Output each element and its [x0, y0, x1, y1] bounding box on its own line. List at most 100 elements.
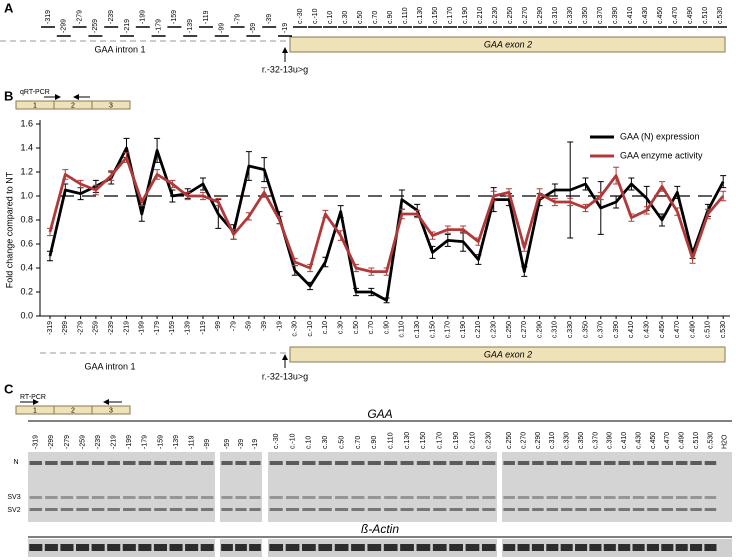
gel-band — [200, 461, 214, 465]
gel-band — [318, 461, 332, 465]
gel-band — [235, 461, 247, 465]
position-label: -259 — [92, 19, 99, 33]
gel-band — [618, 508, 630, 511]
gel-band — [302, 496, 316, 499]
x-tick-label: c.370 — [598, 321, 605, 338]
gel-band — [661, 544, 674, 551]
position-label: c.-30 — [297, 8, 304, 24]
lane-label: c.170 — [437, 432, 444, 449]
gel-band — [416, 544, 431, 551]
gel-band — [546, 496, 559, 499]
x-tick-label: -279 — [77, 321, 84, 335]
gel-band — [154, 496, 167, 499]
position-label: c.90 — [387, 11, 394, 24]
x-tick-label: c.470 — [674, 321, 681, 338]
lane-label: -259 — [79, 435, 86, 449]
exon-label: GAA exon 2 — [484, 349, 532, 359]
lane-label: H2O — [722, 434, 729, 449]
gel-band — [575, 544, 588, 551]
lane-label: c.510 — [693, 432, 700, 449]
lane-label: -59 — [224, 439, 231, 449]
gel-band — [503, 508, 515, 511]
position-label: c.270 — [522, 7, 529, 24]
x-tick-label: -19 — [276, 321, 283, 331]
x-tick-label: c.410 — [628, 321, 635, 338]
x-tick-label: c.510 — [705, 321, 712, 338]
position-label: -219 — [124, 19, 131, 33]
gel-band — [661, 496, 674, 499]
lane-label: c.250 — [506, 432, 513, 449]
gel-band — [221, 544, 233, 551]
lane-label: c.70 — [355, 436, 362, 449]
position-label: -319 — [45, 10, 52, 24]
lane-label: -219 — [111, 435, 118, 449]
gel-band — [575, 461, 587, 465]
position-label: c.510 — [702, 7, 709, 24]
gel-band — [235, 544, 247, 551]
gel-band — [91, 496, 105, 499]
gel-band — [29, 496, 43, 499]
gel-band — [285, 461, 300, 465]
gel-band — [45, 461, 58, 465]
gel-band — [367, 544, 382, 551]
gel-band — [661, 508, 674, 511]
x-tick-label: -179 — [154, 321, 161, 335]
position-label: c.30 — [342, 11, 349, 24]
position-label: c.530 — [717, 7, 724, 24]
x-tick-label: -199 — [139, 321, 146, 335]
y-tick-label: 0.4 — [20, 262, 33, 272]
gel-band — [546, 461, 559, 465]
lane-label: -239 — [95, 435, 102, 449]
gel-band — [532, 461, 544, 465]
x-tick-label: -239 — [108, 321, 115, 335]
gel-band — [465, 461, 480, 465]
gel-band — [138, 508, 152, 511]
legend-label: GAA enzyme activity — [620, 150, 703, 160]
lane-label: c.430 — [635, 432, 642, 449]
gel-band — [690, 508, 702, 511]
gel-band — [169, 508, 183, 511]
x-tick-label: c.330 — [567, 321, 574, 338]
lane-label: -19 — [252, 439, 259, 449]
gel-band — [532, 508, 544, 511]
lane-label: c.370 — [592, 432, 599, 449]
gel-band — [400, 461, 414, 465]
position-label: -79 — [234, 14, 241, 24]
gel-band — [45, 496, 58, 499]
x-tick-label: c.50 — [353, 321, 360, 334]
gel-band — [318, 496, 332, 499]
gel-band — [200, 544, 214, 551]
x-tick-label: c.390 — [613, 321, 620, 338]
lane-label: -279 — [64, 435, 71, 449]
x-tick-label: c.230 — [491, 321, 498, 338]
position-label: c.370 — [597, 7, 604, 24]
lane-label: -99 — [204, 439, 211, 449]
position-label: c.470 — [672, 7, 679, 24]
gel-band — [351, 496, 365, 499]
gel-band — [367, 508, 381, 511]
x-tick-label: -299 — [62, 321, 69, 335]
gel-band — [138, 496, 152, 499]
x-tick-label: c.-30 — [292, 321, 299, 337]
lane-label: c.150 — [420, 432, 427, 449]
lane-label: c.10 — [306, 436, 313, 449]
position-label: c.-10 — [312, 8, 319, 24]
x-tick-label: c.450 — [659, 321, 666, 338]
gel-band — [589, 544, 602, 551]
exon-number: 2 — [71, 407, 75, 414]
gel-band — [560, 496, 573, 499]
exon-block — [91, 100, 131, 110]
gel-band — [249, 496, 261, 499]
gel-band — [400, 508, 414, 511]
series-line — [48, 156, 725, 273]
gel-band — [318, 508, 332, 511]
gel-band — [185, 508, 198, 511]
gel-band — [632, 496, 645, 499]
gel-band — [589, 508, 602, 511]
gel-band — [249, 508, 261, 511]
panel-label: B — [4, 88, 13, 103]
gel-band — [675, 496, 688, 499]
lane-label: -159 — [157, 435, 164, 449]
gel-band — [690, 496, 702, 499]
